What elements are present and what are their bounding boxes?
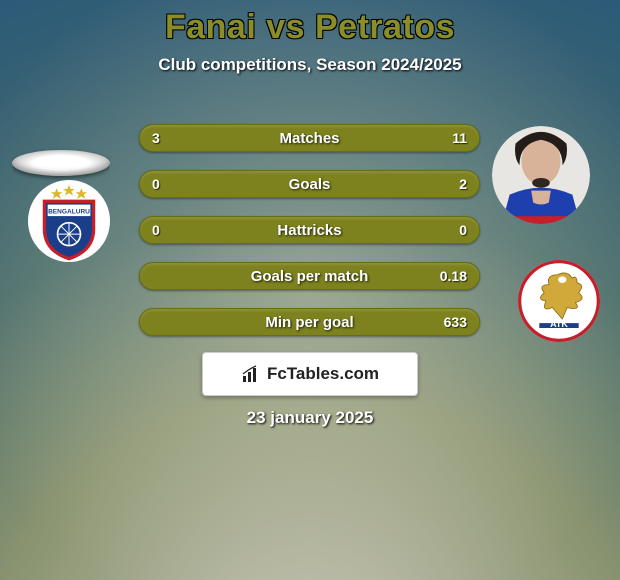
stat-label: Goals per match	[140, 268, 479, 285]
club1-badge: BENGALURU	[28, 180, 110, 262]
stat-label: Min per goal	[140, 314, 479, 331]
club1-badge-text: BENGALURU	[48, 209, 90, 216]
club2-badge-icon: ATK	[518, 260, 600, 342]
stat-row-min-per-goal: Min per goal 633	[139, 308, 480, 336]
comparison-subtitle: Club competitions, Season 2024/2025	[0, 55, 620, 75]
bar-chart-icon	[241, 364, 261, 384]
club2-badge: ATK	[518, 260, 600, 342]
fctables-attribution[interactable]: FcTables.com	[202, 352, 418, 396]
stat-row-goals: 0 Goals 2	[139, 170, 480, 198]
club1-badge-icon: BENGALURU	[28, 180, 110, 262]
stat-label: Matches	[140, 130, 479, 147]
stat-row-matches: 3 Matches 11	[139, 124, 480, 152]
svg-text:ATK: ATK	[550, 319, 568, 329]
comparison-date: 23 january 2025	[0, 408, 620, 428]
stat-row-hattricks: 0 Hattricks 0	[139, 216, 480, 244]
fctables-text: FcTables.com	[267, 364, 379, 384]
player2-avatar	[492, 126, 590, 224]
player1-avatar-placeholder-icon	[12, 150, 110, 176]
player2-avatar-icon	[492, 126, 590, 224]
stat-row-goals-per-match: Goals per match 0.18	[139, 262, 480, 290]
comparison-title: Fanai vs Petratos	[0, 8, 620, 47]
stat-label: Hattricks	[140, 222, 479, 239]
stat-label: Goals	[140, 176, 479, 193]
stat-rows-container: 3 Matches 11 0 Goals 2 0 Hattricks 0 Goa…	[139, 124, 480, 354]
